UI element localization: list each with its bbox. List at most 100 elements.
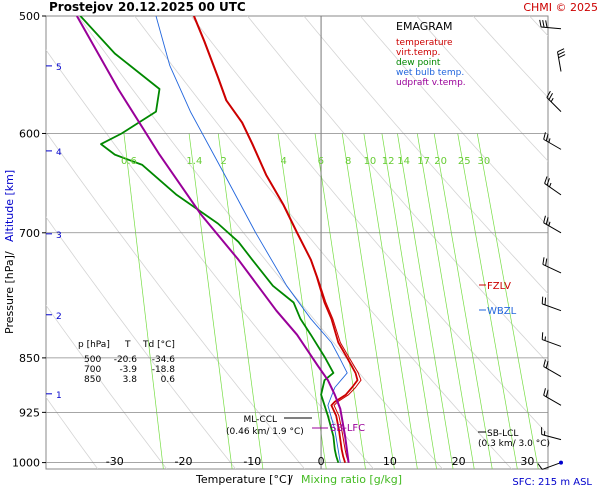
mixing-ratio-line: [433, 133, 493, 469]
mixing-ratio-line: [188, 133, 233, 469]
mixing-ratio-line: [217, 133, 264, 469]
altitude-tick-label: 1: [56, 391, 62, 401]
info-row-500-p: 500: [84, 355, 101, 365]
info-row-700-p: 700: [84, 365, 101, 375]
mixing-ratio-label: 1.4: [186, 156, 202, 167]
pressure-tick-label: 925: [19, 406, 40, 419]
mixing-ratio-line: [363, 133, 418, 469]
altitude-tick-label: 4: [56, 148, 62, 158]
dry-adiabat: [416, 16, 548, 162]
pressure-tick-label: 1000: [12, 457, 40, 470]
wind-barb: [541, 296, 562, 312]
mixing-ratio-label: 8: [345, 156, 351, 167]
virtual-temp-line: [194, 16, 362, 463]
wind-barb: [541, 332, 562, 347]
mixing-ratio-line: [397, 133, 454, 469]
mixing-ratio-label: 20: [434, 156, 447, 167]
sounding-datetime: 20.12.2025 00 UTC: [118, 0, 246, 14]
temp-tick-label: -30: [106, 455, 124, 468]
wind-barb: [543, 215, 562, 234]
wind-barb: [546, 90, 562, 112]
temp-tick-label: 10: [383, 455, 397, 468]
updraft-line: [76, 16, 350, 463]
legend-title: EMAGRAM: [396, 20, 453, 33]
temperature-line: [192, 16, 359, 463]
dry-adiabat: [359, 16, 548, 227]
mixing-ratio-label: 14: [397, 156, 410, 167]
sfc-note: SFC: 215 m ASL: [512, 477, 592, 488]
mixing-ratio-line: [381, 133, 437, 469]
surface-wind-marker: [559, 460, 563, 465]
info-row-500-td: -34.6: [152, 355, 176, 365]
x-axis-title-sep: /: [289, 473, 293, 486]
pressure-tick-label: 700: [19, 227, 40, 240]
mixing-ratio-label: 0.6: [121, 156, 137, 167]
wbzl-label: WBZL: [487, 306, 517, 317]
dry-adiabat: [586, 16, 600, 469]
station-name: Prostejov: [49, 0, 113, 14]
x-axis-title-mixing: Mixing ratio [g/kg]: [301, 473, 402, 486]
info-table: p [hPa] T Td [°C] 500 -20.6 -34.6 700 -3…: [78, 340, 175, 385]
mixing-ratio-label: 17: [417, 156, 430, 167]
info-header-td: Td [°C]: [142, 340, 175, 350]
mixing-ratio-line: [476, 133, 539, 469]
dew-point-line: [79, 16, 340, 463]
altitude-tick-label: 2: [56, 312, 62, 322]
legend-virt-temp: virt.temp.: [396, 48, 440, 58]
wind-barb: [537, 462, 562, 470]
info-row-700-td: -18.8: [152, 365, 176, 375]
temp-tick-label: -20: [175, 455, 193, 468]
y-axis-title-pressure: Pressure [hPa]: [3, 255, 16, 334]
pressure-tick-label: 600: [19, 127, 40, 140]
mixing-ratio-label: 4: [281, 156, 287, 167]
legend-temperature: temperature: [396, 38, 453, 48]
legend-updraft: udpraft v.temp.: [396, 78, 466, 88]
wind-barb: [543, 359, 562, 377]
mixing-ratio-line: [457, 133, 518, 469]
mixing-ratio-label: 25: [458, 156, 471, 167]
info-header-t: T: [124, 340, 131, 350]
mixing-ratio-label: 30: [478, 156, 491, 167]
mixing-ratio-label: 10: [364, 156, 377, 167]
mixing-ratio-line: [314, 133, 366, 469]
info-row-500-t: -20.6: [114, 355, 138, 365]
sb-lfc-label: SB-LFC: [330, 423, 365, 434]
mixing-ratio-label: 6: [318, 156, 324, 167]
temp-tick-label: 20: [452, 455, 466, 468]
temp-tick-label: -10: [243, 455, 261, 468]
temp-tick-label: 0: [318, 455, 325, 468]
legend: EMAGRAM temperature virt.temp. dew point…: [396, 20, 466, 88]
altitude-tick-label: 5: [56, 63, 62, 73]
x-axis-title-temp: Temperature [°C]: [195, 473, 291, 486]
ml-ccl-label: ML-CCL: [244, 415, 277, 425]
info-row-850-p: 850: [84, 375, 101, 385]
wind-barbs: [537, 19, 566, 470]
wind-barb: [544, 176, 562, 196]
fzlv-label: FZLV: [487, 281, 511, 292]
pressure-tick-label: 850: [19, 352, 40, 365]
sb-lcl-detail: (0.3 km/ 3.0 °C): [478, 439, 550, 449]
mixing-ratio-line: [416, 133, 475, 469]
temp-tick-label: 30: [520, 455, 534, 468]
mixing-ratio-line: [277, 133, 327, 469]
wind-barb: [539, 19, 562, 30]
profile-layer: [76, 16, 362, 463]
legend-wet-bulb: wet bulb temp.: [396, 68, 464, 78]
legend-dew-point: dew point: [396, 58, 441, 68]
mixing-ratio-line: [123, 133, 164, 469]
dry-adiabat: [247, 16, 548, 364]
info-row-850-t: 3.8: [123, 375, 138, 385]
dry-adiabat: [303, 16, 548, 295]
y-axis-title-sep: /: [3, 251, 16, 255]
mixing-ratio-label: 12: [382, 156, 395, 167]
credit-label: CHMI © 2025: [523, 1, 598, 14]
wind-barb: [542, 257, 562, 274]
ml-ccl-detail: (0.46 km/ 1.9 °C): [226, 427, 304, 437]
y-axis-title-altitude: Altitude [km]: [3, 170, 16, 242]
info-row-850-td: 0.6: [161, 375, 176, 385]
sb-lcl-label: SB-LCL: [487, 429, 518, 439]
plot-frame: [45, 15, 549, 470]
pressure-tick-label: 500: [19, 10, 40, 23]
wind-barb: [541, 427, 562, 441]
